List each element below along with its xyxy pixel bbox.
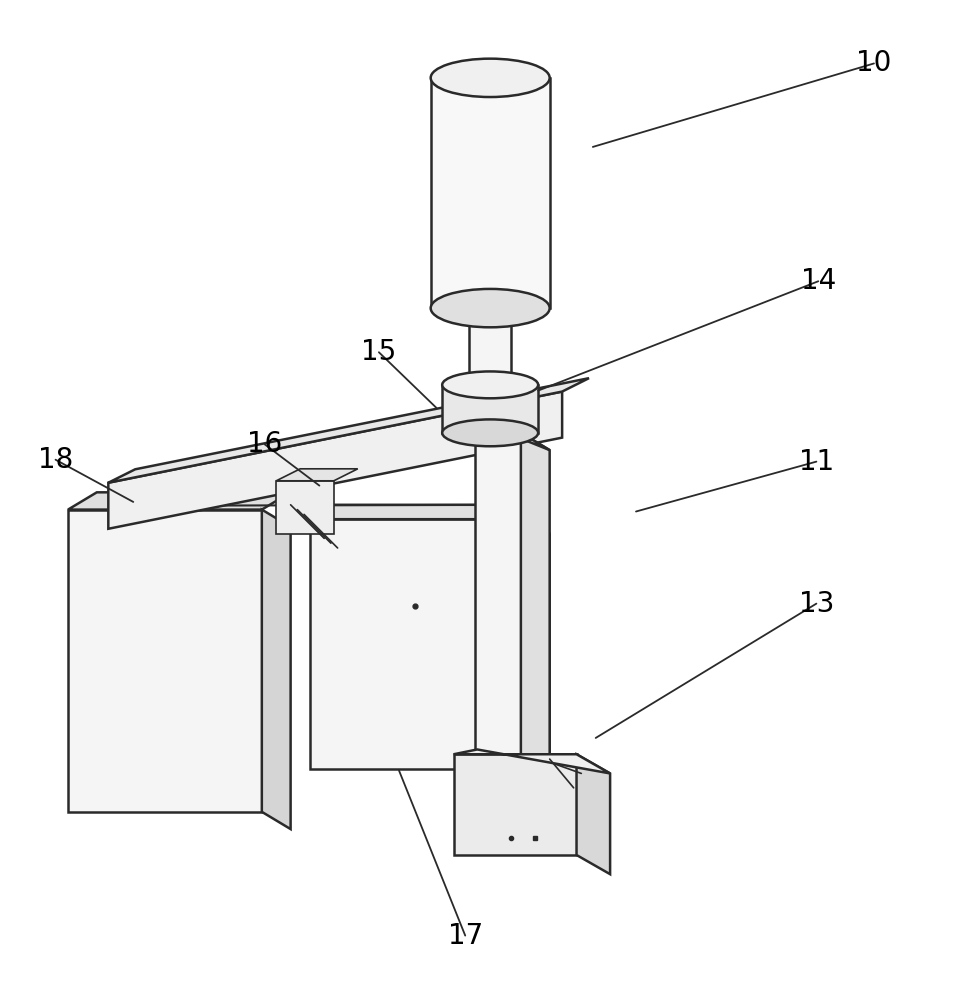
- Text: 18: 18: [38, 446, 73, 474]
- Polygon shape: [454, 749, 610, 773]
- Polygon shape: [262, 510, 290, 829]
- Polygon shape: [469, 308, 511, 385]
- Polygon shape: [68, 510, 262, 812]
- Ellipse shape: [430, 289, 550, 327]
- Polygon shape: [108, 392, 563, 529]
- Polygon shape: [68, 492, 290, 510]
- Text: 15: 15: [361, 338, 397, 366]
- Polygon shape: [475, 433, 521, 754]
- Ellipse shape: [430, 59, 550, 97]
- Polygon shape: [521, 433, 550, 772]
- Ellipse shape: [442, 419, 538, 446]
- Polygon shape: [276, 481, 334, 534]
- Polygon shape: [576, 754, 610, 874]
- Polygon shape: [526, 519, 550, 783]
- Polygon shape: [454, 754, 576, 855]
- Polygon shape: [475, 428, 550, 450]
- Text: 14: 14: [801, 267, 836, 295]
- Polygon shape: [442, 385, 538, 433]
- Text: 16: 16: [247, 430, 283, 458]
- Polygon shape: [276, 469, 358, 481]
- Polygon shape: [310, 519, 526, 769]
- Polygon shape: [310, 505, 550, 519]
- Text: 11: 11: [799, 448, 834, 476]
- Polygon shape: [108, 378, 589, 483]
- Polygon shape: [430, 78, 550, 308]
- Text: 13: 13: [799, 590, 834, 618]
- Text: 17: 17: [448, 922, 482, 950]
- Ellipse shape: [442, 371, 538, 398]
- Text: 10: 10: [856, 49, 892, 77]
